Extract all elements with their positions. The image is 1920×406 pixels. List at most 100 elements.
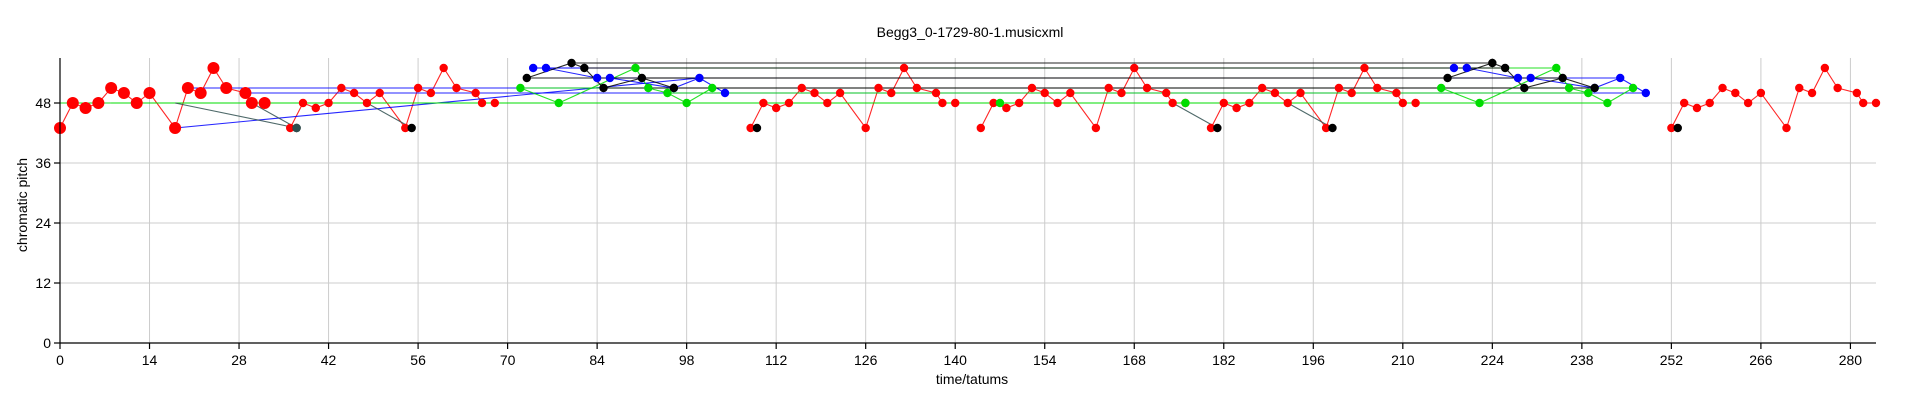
x-tick-label: 210 xyxy=(1391,352,1415,368)
note-point xyxy=(752,123,762,133)
x-tick-label: 70 xyxy=(500,352,516,368)
note-point xyxy=(258,97,271,109)
series-line xyxy=(174,102,297,129)
note-point xyxy=(1398,98,1408,108)
x-tick-label: 224 xyxy=(1481,352,1505,368)
note-point xyxy=(1705,98,1714,108)
note-point xyxy=(413,83,423,93)
note-point xyxy=(1743,98,1753,108)
series-line xyxy=(1287,102,1333,129)
note-point xyxy=(1373,83,1382,93)
note-point xyxy=(194,87,207,99)
x-tick-label: 0 xyxy=(56,352,64,368)
note-points-layer xyxy=(54,58,1881,134)
series-line xyxy=(251,102,297,129)
note-point xyxy=(1027,83,1037,93)
note-point xyxy=(207,62,220,74)
note-point xyxy=(452,83,461,93)
note-point xyxy=(995,98,1005,108)
series-line xyxy=(366,102,412,129)
note-point xyxy=(631,63,640,73)
x-tick-label: 168 xyxy=(1123,352,1147,368)
note-point xyxy=(522,73,531,83)
note-point xyxy=(490,98,500,108)
x-tick-label: 42 xyxy=(321,352,337,368)
note-point xyxy=(746,123,755,133)
note-point xyxy=(1756,88,1766,98)
note-point xyxy=(1616,73,1625,83)
note-point xyxy=(663,88,672,98)
note-point xyxy=(439,63,448,73)
note-point xyxy=(528,63,538,73)
note-point xyxy=(637,73,647,83)
note-point xyxy=(1820,63,1830,73)
x-axis-label: time/tatums xyxy=(936,371,1008,387)
note-point xyxy=(1520,83,1529,93)
note-point xyxy=(117,87,130,99)
note-point xyxy=(1673,123,1682,133)
note-point xyxy=(912,83,922,93)
note-point xyxy=(245,97,258,109)
series-line xyxy=(289,66,495,130)
note-point xyxy=(1334,83,1344,93)
note-point xyxy=(951,98,960,108)
note-point xyxy=(1603,98,1612,108)
note-point xyxy=(375,88,384,98)
note-point xyxy=(1564,83,1574,93)
note-point xyxy=(1117,88,1126,98)
note-point xyxy=(931,88,941,98)
note-point xyxy=(1475,98,1484,108)
note-point xyxy=(644,83,653,93)
note-point xyxy=(362,98,372,108)
y-tick-label: 24 xyxy=(35,215,51,231)
note-point xyxy=(1213,123,1222,133)
note-point xyxy=(1162,88,1171,98)
x-tick-label: 154 xyxy=(1033,352,1057,368)
note-point xyxy=(92,97,105,109)
x-tick-label: 112 xyxy=(765,352,788,368)
note-point xyxy=(771,103,781,113)
note-point xyxy=(130,97,143,109)
note-point xyxy=(1731,88,1740,98)
note-point xyxy=(1181,98,1190,108)
note-point xyxy=(401,123,410,133)
series-line xyxy=(1172,102,1218,129)
note-point xyxy=(874,83,883,93)
note-point xyxy=(1590,83,1599,93)
y-tick-label: 48 xyxy=(35,95,51,111)
note-point xyxy=(1411,98,1420,108)
note-point xyxy=(592,73,602,83)
note-point xyxy=(1168,98,1177,108)
note-point xyxy=(426,88,436,98)
x-tick-label: 280 xyxy=(1839,352,1863,368)
note-point xyxy=(1871,98,1881,108)
x-tick-label: 266 xyxy=(1749,352,1773,368)
note-point xyxy=(1091,123,1101,133)
note-point xyxy=(1014,98,1024,108)
note-point xyxy=(567,58,576,68)
y-axis-label: chromatic pitch xyxy=(14,158,30,252)
note-point xyxy=(554,98,563,108)
note-point xyxy=(835,88,845,98)
series-line xyxy=(1670,66,1876,130)
note-point xyxy=(1667,123,1676,133)
x-tick-label: 56 xyxy=(410,352,426,368)
note-point xyxy=(976,123,985,133)
note-point xyxy=(1552,63,1561,73)
note-point xyxy=(682,98,691,108)
note-point xyxy=(1852,88,1862,98)
note-point xyxy=(1283,98,1292,108)
x-tick-label: 182 xyxy=(1212,352,1236,368)
series-line xyxy=(59,66,265,130)
note-point xyxy=(1130,63,1139,73)
x-tick-label: 84 xyxy=(589,352,605,368)
chart-title: Begg3_0-1729-80-1.musicxml xyxy=(877,24,1064,40)
note-point xyxy=(181,82,194,94)
note-point xyxy=(1053,98,1062,108)
note-point xyxy=(1859,98,1868,108)
note-point xyxy=(143,87,156,99)
note-point xyxy=(477,98,487,108)
axes-layer: 0 14 28 42 56 70 84 98 112 126 140 154 168 182 196 210 2… xyxy=(35,58,1876,368)
y-tick-label: 36 xyxy=(35,155,51,171)
